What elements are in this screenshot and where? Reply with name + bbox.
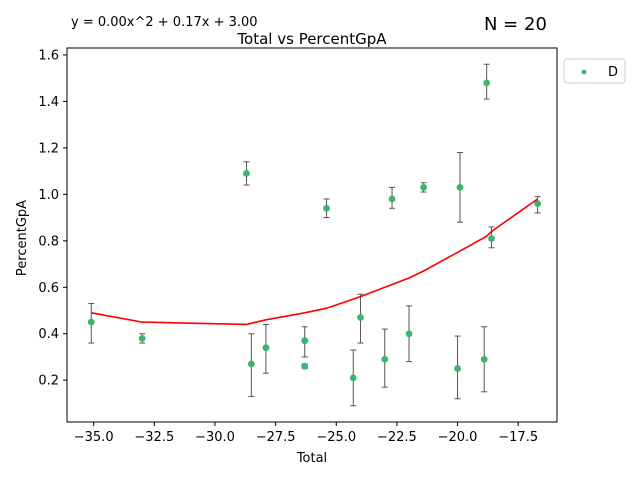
- data-point: [488, 235, 495, 242]
- data-point: [454, 365, 461, 372]
- y-tick-label: 0.8: [38, 234, 59, 249]
- x-tick-label: −17.5: [498, 430, 538, 445]
- y-tick-label: 0.6: [38, 281, 59, 296]
- data-point: [381, 355, 389, 363]
- data-point: [323, 204, 330, 212]
- data-points: [87, 79, 541, 382]
- chart-title: Total vs PercentGpA: [236, 30, 387, 48]
- data-point: [138, 334, 146, 342]
- data-point: [388, 195, 396, 203]
- data-point: [405, 330, 413, 338]
- x-tick-label: −25.0: [316, 430, 356, 445]
- error-bars: [88, 63, 541, 407]
- x-tick-label: −27.5: [256, 430, 296, 445]
- legend-label-d: D: [608, 65, 618, 80]
- data-point: [420, 183, 427, 191]
- y-tick-label: 1.6: [38, 48, 59, 63]
- data-point: [247, 360, 255, 368]
- x-axis: −35.0 −32.5 −30.0 −27.5 −25.0 −22.5 −20.0 −17.5: [74, 422, 538, 445]
- y-tick-label: 0.4: [38, 327, 59, 342]
- x-tick-label: −35.0: [74, 430, 114, 445]
- legend: D: [563, 58, 626, 84]
- y-axis: 0.2 0.4 0.6 0.8 1.0 1.2 1.4 1.6: [38, 48, 67, 389]
- data-point: [483, 79, 491, 87]
- y-tick-label: 1.2: [38, 141, 59, 156]
- y-axis-label: PercentGpA: [15, 200, 30, 276]
- x-tick-label: −20.0: [438, 430, 478, 445]
- data-point: [456, 183, 464, 191]
- data-point: [480, 355, 488, 363]
- data-point: [349, 374, 357, 382]
- plot-area-frame: [66, 47, 558, 423]
- data-point: [87, 318, 95, 326]
- x-tick-label: −30.0: [195, 430, 235, 445]
- y-tick-label: 0.2: [38, 374, 59, 389]
- x-tick-label: −22.5: [377, 430, 417, 445]
- y-tick-label: 1.4: [38, 95, 59, 110]
- data-point: [301, 362, 309, 370]
- data-point: [534, 200, 541, 208]
- x-axis-label: Total: [296, 451, 327, 466]
- sample-count: N = 20: [484, 14, 547, 35]
- legend-box: [563, 58, 626, 84]
- legend-marker: [581, 69, 587, 75]
- data-point: [357, 314, 364, 321]
- fit-line: [91, 198, 539, 326]
- y-tick-label: 1.0: [38, 188, 59, 203]
- data-point: [301, 337, 309, 345]
- fit-equation: y = 0.00x^2 + 0.17x + 3.00: [71, 15, 258, 30]
- data-point: [262, 344, 270, 352]
- x-tick-label: −32.5: [134, 430, 174, 445]
- data-point: [243, 170, 250, 177]
